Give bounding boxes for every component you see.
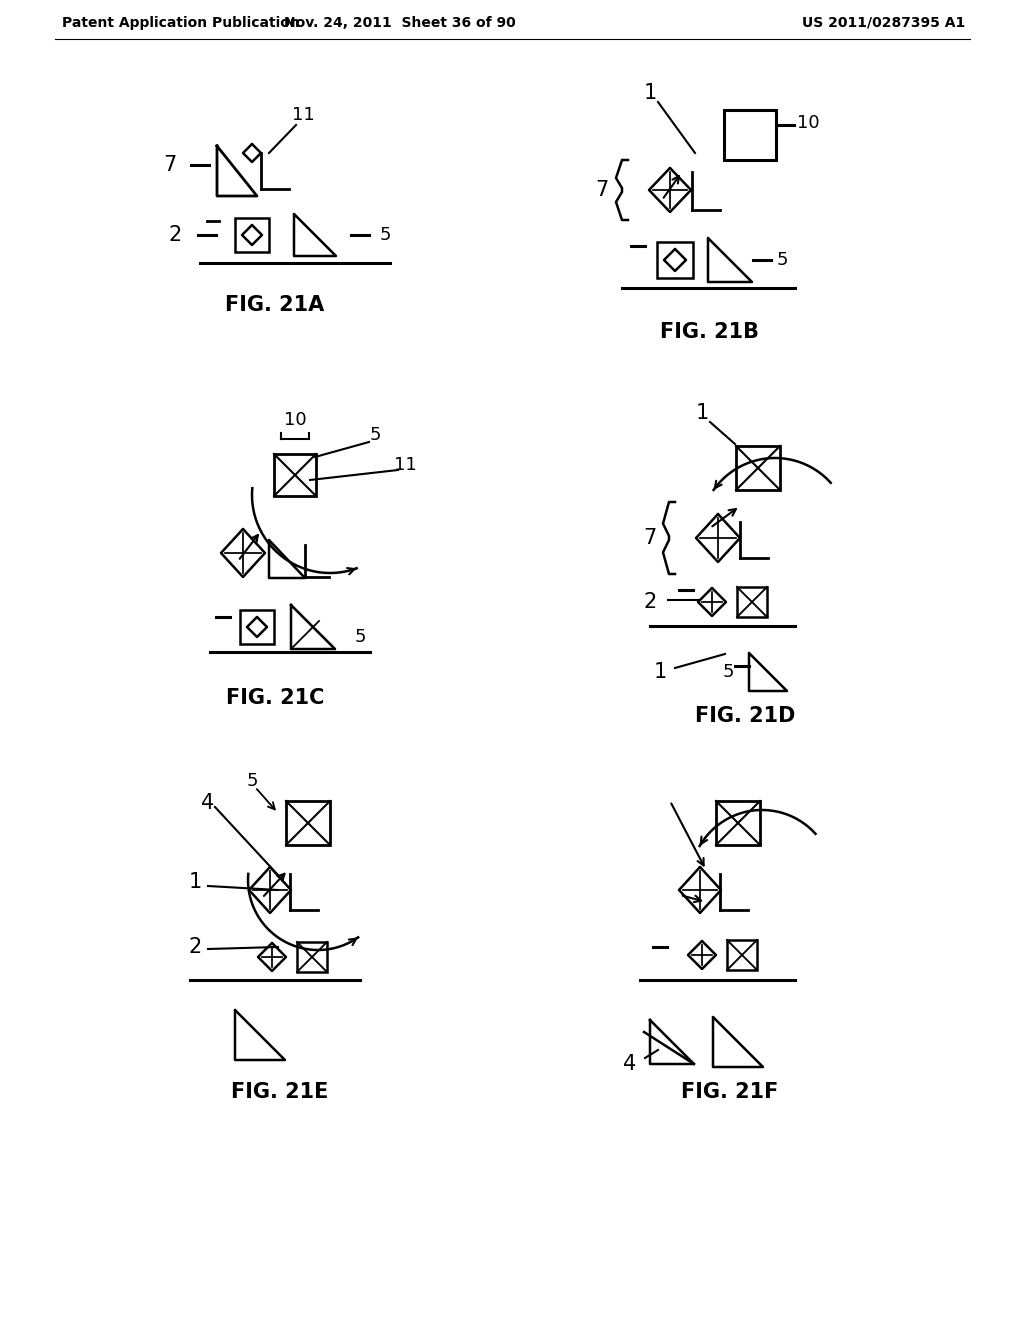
Text: 5: 5 xyxy=(354,628,366,645)
Bar xyxy=(234,218,269,252)
Text: FIG. 21F: FIG. 21F xyxy=(681,1082,778,1102)
Bar xyxy=(736,446,780,490)
Text: 11: 11 xyxy=(393,455,417,474)
Text: 4: 4 xyxy=(202,793,215,813)
Bar xyxy=(240,610,274,644)
Text: 1: 1 xyxy=(695,403,709,422)
Text: 5: 5 xyxy=(722,663,734,681)
Text: 4: 4 xyxy=(624,1053,637,1074)
Bar xyxy=(297,942,327,972)
Text: 5: 5 xyxy=(379,226,391,244)
Text: 11: 11 xyxy=(292,106,314,124)
Text: Nov. 24, 2011  Sheet 36 of 90: Nov. 24, 2011 Sheet 36 of 90 xyxy=(284,16,516,30)
Text: 1: 1 xyxy=(188,873,202,892)
Text: 2: 2 xyxy=(188,937,202,957)
Text: 5: 5 xyxy=(370,426,381,444)
Bar xyxy=(716,801,760,845)
Text: 7: 7 xyxy=(595,180,608,201)
Text: US 2011/0287395 A1: US 2011/0287395 A1 xyxy=(802,16,965,30)
Text: 10: 10 xyxy=(797,114,819,132)
Text: 7: 7 xyxy=(164,154,176,176)
Bar xyxy=(724,110,776,160)
Bar xyxy=(286,801,330,845)
Text: 5: 5 xyxy=(246,772,258,789)
Text: 2: 2 xyxy=(643,591,656,612)
Bar xyxy=(657,242,693,279)
Text: 7: 7 xyxy=(643,528,656,548)
Text: FIG. 21D: FIG. 21D xyxy=(695,706,796,726)
Text: 1: 1 xyxy=(643,83,656,103)
Bar xyxy=(274,454,316,496)
Text: 2: 2 xyxy=(168,224,181,246)
Text: 1: 1 xyxy=(653,663,667,682)
Text: FIG. 21B: FIG. 21B xyxy=(660,322,760,342)
Text: 5: 5 xyxy=(776,251,787,269)
Text: FIG. 21E: FIG. 21E xyxy=(231,1082,329,1102)
Bar xyxy=(727,940,757,970)
Bar xyxy=(737,587,767,616)
Text: FIG. 21A: FIG. 21A xyxy=(225,294,325,315)
Text: 10: 10 xyxy=(284,411,306,429)
Text: FIG. 21C: FIG. 21C xyxy=(226,688,325,708)
Text: Patent Application Publication: Patent Application Publication xyxy=(62,16,300,30)
